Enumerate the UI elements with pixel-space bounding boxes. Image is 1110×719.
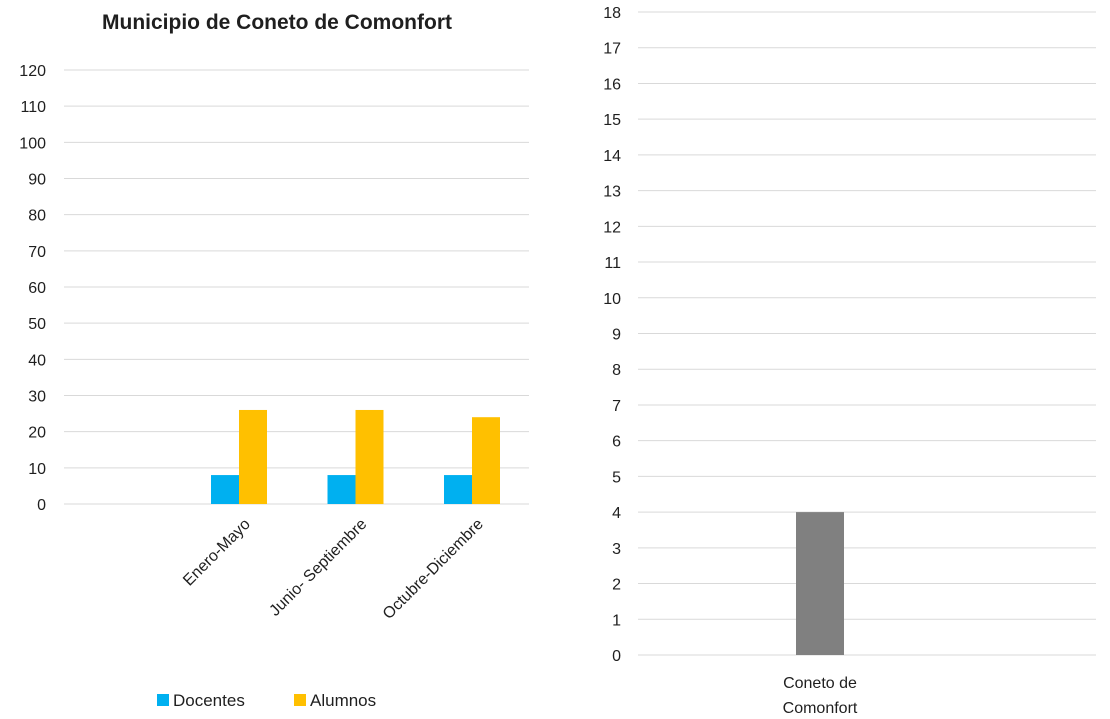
right-y-tick-label: 4 xyxy=(612,505,621,522)
right-y-tick-label: 7 xyxy=(612,398,621,415)
left-y-tick-label: 70 xyxy=(28,244,46,261)
right-y-tick-label: 16 xyxy=(603,76,621,93)
legend-swatch-alumnos xyxy=(294,694,306,706)
right-y-tick-label: 6 xyxy=(612,434,621,451)
left-y-tick-label: 60 xyxy=(28,280,46,297)
left-x-tick-label: Enero-Mayo xyxy=(180,516,254,590)
left-y-tick-label: 110 xyxy=(20,99,46,116)
right-x-tick-label: Coneto de Comonfort xyxy=(783,675,858,717)
right-y-tick-label: 8 xyxy=(612,362,621,379)
right-y-tick-label: 18 xyxy=(603,5,621,22)
bar-coneto-de-comonfort xyxy=(796,512,844,655)
legend-swatch-docentes xyxy=(157,694,169,706)
right-y-tick-label: 3 xyxy=(612,541,621,558)
legend-label-alumnos: Alumnos xyxy=(310,691,376,710)
left-chart-title: Municipio de Coneto de Comonfort xyxy=(102,11,452,34)
left-y-tick-label: 40 xyxy=(28,352,46,369)
right-y-tick-label: 10 xyxy=(603,291,621,308)
bar-docentes-3 xyxy=(444,475,472,504)
right-y-tick-label: 13 xyxy=(603,184,621,201)
left-x-tick-label: Junio- Septiembre xyxy=(266,516,370,620)
right-y-tick-label: 11 xyxy=(604,255,621,272)
left-y-tick-label: 100 xyxy=(19,135,46,152)
right-y-tick-label: 9 xyxy=(612,327,621,344)
bar-alumnos-1 xyxy=(239,409,267,504)
left-y-tick-label: 120 xyxy=(19,63,46,80)
right-y-tick-label: 2 xyxy=(612,577,621,594)
bar-docentes-2 xyxy=(327,475,356,504)
left-y-tick-label: 90 xyxy=(28,172,46,189)
bar-docentes-1 xyxy=(211,475,239,504)
right-y-tick-label: 17 xyxy=(603,41,621,58)
right-y-tick-label: 0 xyxy=(612,648,621,665)
left-x-tick-label: Octubre-Diciembre xyxy=(380,516,487,623)
left-y-tick-label: 30 xyxy=(28,389,46,406)
left-y-tick-label: 0 xyxy=(37,497,46,514)
right-y-tick-label: 14 xyxy=(603,148,621,165)
legend-label-docentes: Docentes xyxy=(173,691,245,710)
bar-alumnos-2 xyxy=(355,409,384,504)
left-y-tick-label: 10 xyxy=(28,461,46,478)
right-y-tick-label: 1 xyxy=(612,612,621,629)
right-y-tick-label: 15 xyxy=(603,112,621,129)
right-y-tick-label: 12 xyxy=(603,219,621,236)
left-y-tick-label: 50 xyxy=(28,316,46,333)
right-y-tick-label: 5 xyxy=(612,469,621,486)
left-y-tick-label: 80 xyxy=(28,208,46,225)
bar-alumnos-3 xyxy=(472,417,500,504)
left-chart: Municipio de Coneto de Comonfort 0 10 20 30… xyxy=(19,11,529,710)
left-y-tick-label: 20 xyxy=(28,425,46,442)
